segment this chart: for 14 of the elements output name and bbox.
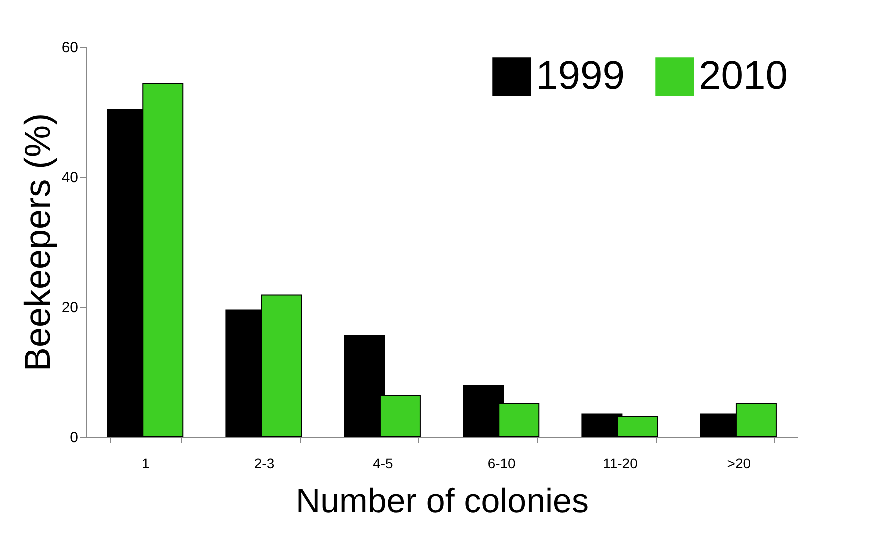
y-tick-label: 40 [62,170,78,186]
x-tick-label: 4-5 [373,456,394,472]
y-tick-label: 20 [62,300,78,316]
y-axis-title: Beekeepers (%) [16,113,58,372]
x-tick-label: >20 [727,456,752,472]
legend-label: 2010 [699,54,788,98]
legend-label: 1999 [536,54,625,98]
x-tick-label: 1 [142,456,150,472]
x-tick-label: 6-10 [488,456,516,472]
x-axis-title: Number of colonies [296,482,589,520]
x-tick-label: 2-3 [254,456,275,472]
x-tick-label: 11-20 [603,456,638,472]
y-tick-label: 60 [62,40,78,56]
y-tick-label: 0 [70,430,78,446]
